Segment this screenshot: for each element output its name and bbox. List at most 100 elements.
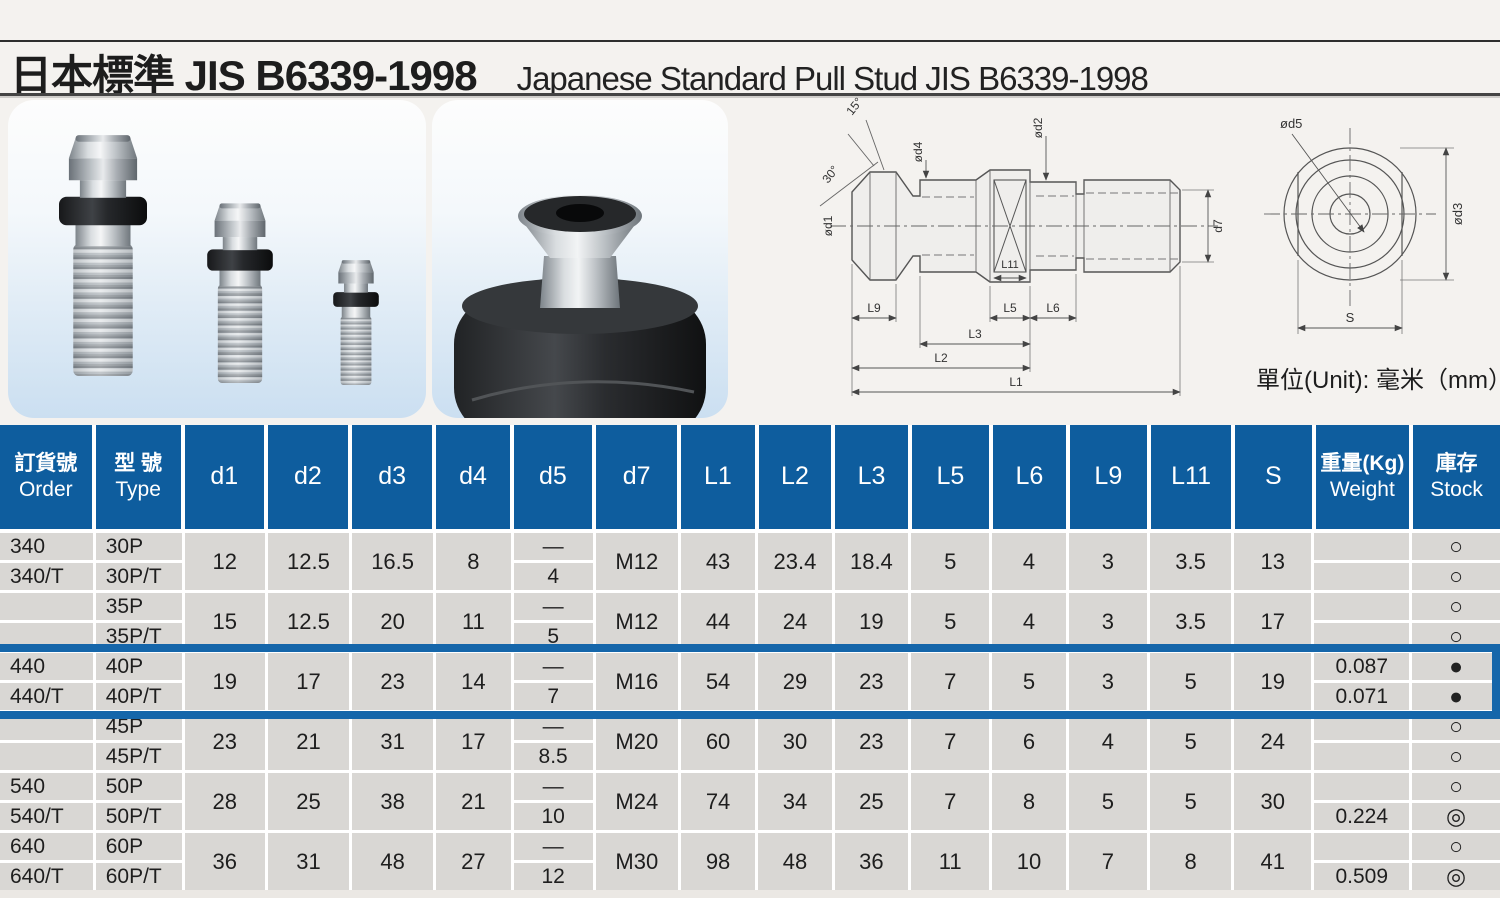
cell-stock: ○ bbox=[1412, 563, 1500, 590]
col-label: L1 bbox=[704, 462, 732, 491]
cell-d5: 4 bbox=[513, 563, 593, 590]
cell-order: 540 bbox=[0, 773, 93, 800]
cell-S: 17 bbox=[1234, 593, 1312, 650]
col-label: d7 bbox=[622, 462, 651, 491]
cell-d5: — bbox=[513, 833, 593, 860]
cell-stock: ○ bbox=[1412, 833, 1500, 860]
dim-label-d4: ød4 bbox=[911, 141, 925, 162]
cell-weight bbox=[1314, 713, 1410, 740]
col-label-zh: 重量(Kg) bbox=[1320, 451, 1405, 475]
spec-table: 訂貨號 Order 型 號 Type d1 d2 d3 d4 d5 d7 L1 L2 L3 L5 L6 L9 L… bbox=[0, 425, 1500, 890]
cell-d4: 17 bbox=[436, 713, 511, 770]
cell-d5: — bbox=[513, 653, 593, 680]
cell-L11: 8 bbox=[1150, 833, 1232, 890]
cell-d3: 38 bbox=[352, 773, 434, 830]
cell-type: 40P/T bbox=[95, 683, 182, 710]
cell-L6: 6 bbox=[992, 713, 1066, 770]
cell-d7: M16 bbox=[595, 653, 678, 710]
pull-stud-medium bbox=[207, 203, 273, 383]
cell-d5: 10 bbox=[513, 803, 593, 830]
cell-type: 50P bbox=[95, 773, 182, 800]
cell-order bbox=[0, 743, 93, 770]
col-label: S bbox=[1265, 462, 1282, 491]
dim-label-d5: ød5 bbox=[1280, 116, 1302, 131]
cell-stock: ○ bbox=[1412, 713, 1500, 740]
col-label: d2 bbox=[294, 462, 322, 491]
cell-type: 45P bbox=[95, 713, 182, 740]
col-label: L2 bbox=[781, 462, 809, 491]
table-row-group: 540 540/T 50P 50P/T 28 25 38 21—10 M24 74 34 25 7 8 5 5… bbox=[0, 773, 1500, 830]
cell-L3: 25 bbox=[834, 773, 909, 830]
cell-L9: 7 bbox=[1068, 833, 1147, 890]
side-view-drawing: 15° 30° ød1 ød4 ød2 d7 L11 bbox=[818, 95, 1238, 406]
dim-label-L11: L11 bbox=[1001, 259, 1019, 271]
col-label-en: Weight bbox=[1329, 478, 1395, 501]
cell-L3: 23 bbox=[834, 653, 909, 710]
col-label-zh: 訂貨號 bbox=[14, 451, 78, 475]
cell-d2: 12.5 bbox=[267, 593, 350, 650]
cell-type: 35P bbox=[95, 593, 182, 620]
cell-type: 60P bbox=[95, 833, 182, 860]
cell-L1: 98 bbox=[680, 833, 756, 890]
col-header-d2: d2 bbox=[267, 425, 349, 529]
col-header-d3: d3 bbox=[352, 425, 433, 529]
cell-weight bbox=[1314, 563, 1410, 590]
cell-order bbox=[0, 713, 93, 740]
dim-label-L2: L2 bbox=[934, 351, 948, 365]
cell-L11: 5 bbox=[1150, 653, 1232, 710]
cell-weight bbox=[1314, 623, 1410, 650]
cell-order: 440/T bbox=[0, 683, 93, 710]
cell-type: 50P/T bbox=[95, 803, 182, 830]
col-label: L6 bbox=[1015, 462, 1044, 491]
cell-d1: 28 bbox=[184, 773, 265, 830]
end-view-drawing: ød5 ød3 S bbox=[1250, 102, 1500, 360]
cell-L6: 4 bbox=[992, 533, 1066, 590]
cell-stock: ○ bbox=[1412, 773, 1500, 800]
cell-weight bbox=[1314, 833, 1410, 860]
col-header-L1: L1 bbox=[681, 425, 755, 529]
table-body: 340 340/T 30P 30P/T 12 12.5 16.5 8—4 M12 43 23.4 18… bbox=[0, 533, 1500, 890]
cell-d3: 31 bbox=[352, 713, 434, 770]
cell-L1: 74 bbox=[680, 773, 756, 830]
col-header-L5: L5 bbox=[911, 425, 990, 529]
cell-weight: 0.071 bbox=[1314, 683, 1410, 710]
dim-label-L6: L6 bbox=[1046, 301, 1060, 315]
cell-L9: 3 bbox=[1068, 593, 1147, 650]
cell-L9: 5 bbox=[1068, 773, 1147, 830]
cell-L5: 7 bbox=[911, 773, 990, 830]
cell-stock: ◎ bbox=[1412, 803, 1500, 830]
cell-d7: M24 bbox=[595, 773, 678, 830]
col-header-d1: d1 bbox=[184, 425, 264, 529]
cell-L6: 4 bbox=[992, 593, 1066, 650]
col-header-d4: d4 bbox=[436, 425, 510, 529]
cell-weight bbox=[1314, 593, 1410, 620]
cell-d7: M12 bbox=[595, 593, 678, 650]
cell-type: 60P/T bbox=[95, 863, 182, 890]
cell-L5: 5 bbox=[911, 533, 990, 590]
cell-L2: 23.4 bbox=[758, 533, 832, 590]
cell-L2: 30 bbox=[758, 713, 832, 770]
cell-L5: 7 bbox=[911, 713, 990, 770]
cell-type: 30P/T bbox=[95, 563, 182, 590]
col-header-L2: L2 bbox=[758, 425, 832, 529]
cell-d5: 8.5 bbox=[513, 743, 593, 770]
cell-d5: 12 bbox=[513, 863, 593, 890]
cell-L6: 8 bbox=[992, 773, 1066, 830]
cell-d5: — bbox=[513, 593, 593, 620]
cell-L2: 34 bbox=[758, 773, 832, 830]
cell-d1: 23 bbox=[184, 713, 265, 770]
col-header-S: S bbox=[1235, 425, 1312, 529]
product-photo-group bbox=[8, 100, 426, 418]
cell-order: 340/T bbox=[0, 563, 93, 590]
col-header-stock: 庫存 Stock bbox=[1413, 425, 1500, 529]
cell-L2: 48 bbox=[758, 833, 832, 890]
cell-type: 35P/T bbox=[95, 623, 182, 650]
cell-d4: 11 bbox=[436, 593, 511, 650]
cell-d5: — bbox=[513, 533, 593, 560]
cell-L2: 29 bbox=[758, 653, 832, 710]
col-label-en: Order bbox=[18, 478, 73, 501]
table-row-group: 340 340/T 30P 30P/T 12 12.5 16.5 8—4 M12 43 23.4 18… bbox=[0, 533, 1500, 590]
cell-d5: — bbox=[513, 773, 593, 800]
cell-L6: 10 bbox=[992, 833, 1066, 890]
cell-L1: 43 bbox=[680, 533, 756, 590]
